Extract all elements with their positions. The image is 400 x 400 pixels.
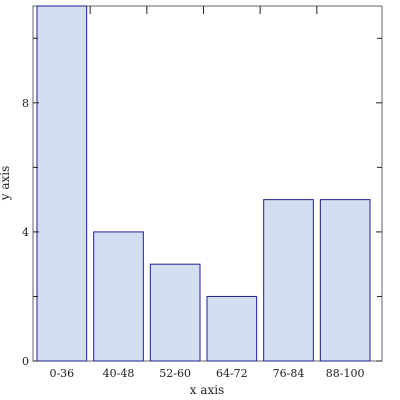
x-ticks-group: 0-36 40-48 52-60 64-72 76-84 88-100 [49, 6, 365, 380]
y-tick-label: 0 [22, 355, 29, 368]
bar-64-72 [206, 295, 258, 362]
y-tick-label: 8 [22, 97, 29, 110]
bar-0-36 [36, 5, 88, 362]
x-tick-label: 64-72 [216, 367, 248, 380]
x-tick-label: 52-60 [159, 367, 191, 380]
bar-88-100 [319, 199, 371, 362]
bar-52-60 [149, 263, 201, 362]
bar-40-48 [93, 231, 144, 362]
x-axis-label: x axis [190, 383, 225, 397]
x-tick-label: 76-84 [273, 367, 305, 380]
bars-group [36, 5, 371, 362]
x-tick-label: 0-36 [49, 367, 74, 380]
x-tick-label: 40-48 [103, 367, 135, 380]
y-tick-label: 4 [22, 226, 29, 239]
y-axis-label: y axis [0, 166, 12, 202]
y-ticks-group: 0 4 8 [22, 37, 382, 368]
x-tick-label: 88-100 [326, 367, 365, 380]
bar-76-84 [263, 199, 314, 362]
